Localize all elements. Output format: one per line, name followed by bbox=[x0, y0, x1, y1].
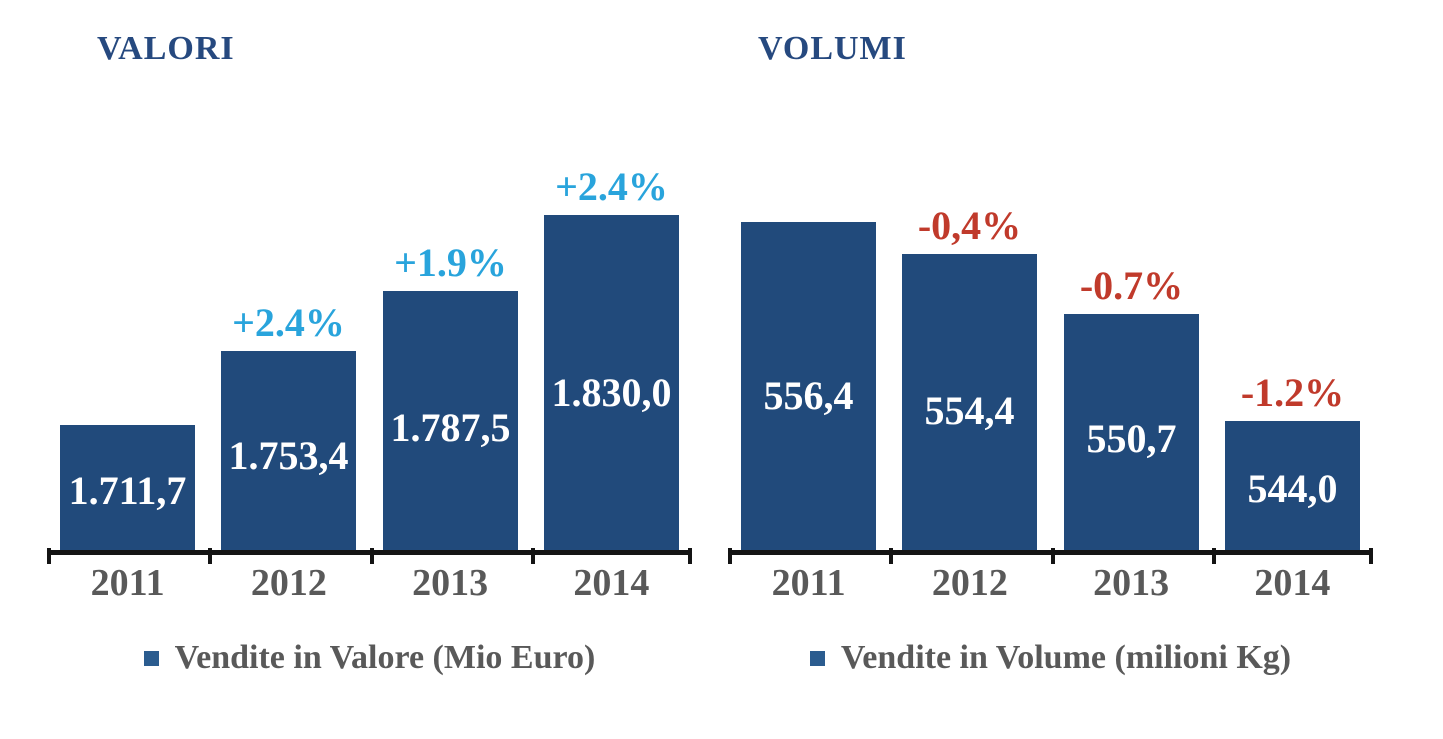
x-axis-label-2012: 2012 bbox=[931, 562, 1008, 604]
bar-2014: 1.830,0 bbox=[544, 215, 679, 550]
bar-2013: 550,7 bbox=[1064, 314, 1199, 550]
bar-value-label: 554,4 bbox=[924, 388, 1015, 433]
bar-value-label: 544,0 bbox=[1247, 466, 1338, 511]
axis-tick bbox=[889, 548, 893, 564]
axis-tick bbox=[1051, 548, 1055, 564]
bar-value-label: 1.753,4 bbox=[228, 433, 349, 478]
plot-area-volumi: 556,4 554,4 -0,4% 550,7 -0.7% 544,0 -1.2% bbox=[728, 180, 1373, 564]
bar-2011: 556,4 bbox=[741, 222, 876, 550]
axis-tick bbox=[47, 548, 51, 564]
pct-change-label: +1.9% bbox=[394, 240, 507, 285]
legend-label: Vendite in Volume (milioni Kg) bbox=[840, 639, 1292, 676]
x-axis-label-2014: 2014 bbox=[573, 562, 650, 604]
bar-2014: 544,0 bbox=[1225, 421, 1360, 550]
bar-value-label: 550,7 bbox=[1086, 416, 1177, 461]
x-axis-label-2011: 2011 bbox=[90, 562, 165, 604]
chart-panel-volumi: VOLUMI 556,4 554,4 -0,4% 550,7 -0.7% 544,0 -1.… bbox=[728, 0, 1373, 739]
x-axis-label-2014: 2014 bbox=[1254, 562, 1331, 604]
x-axis-label-2013: 2013 bbox=[412, 562, 489, 604]
pct-change-label: +2.4% bbox=[232, 300, 345, 345]
axis-tick bbox=[728, 548, 732, 564]
pct-change-label: -0.7% bbox=[1079, 263, 1184, 308]
legend-swatch-icon bbox=[143, 650, 159, 666]
axis-tick bbox=[688, 548, 692, 564]
legend-swatch-icon bbox=[809, 650, 825, 666]
axis-tick bbox=[1369, 548, 1373, 564]
bar-value-label: 1.830,0 bbox=[551, 370, 672, 415]
plot-area-valori: 1.711,7 1.753,4 +2.4% 1.787,5 +1.9% 1.830,0 +2… bbox=[47, 167, 692, 564]
pct-change-label: +2.4% bbox=[555, 164, 668, 209]
axis-tick bbox=[370, 548, 374, 564]
bar-value-label: 1.711,7 bbox=[68, 468, 187, 513]
bar-2011: 1.711,7 bbox=[60, 425, 195, 550]
x-axis-labels-volumi: 2011 2012 2013 2014 bbox=[728, 562, 1373, 605]
x-axis-label-2012: 2012 bbox=[250, 562, 327, 604]
legend-volumi: Vendite in Volume (milioni Kg) bbox=[728, 638, 1373, 679]
axis-tick bbox=[1212, 548, 1216, 564]
legend-valori: Vendite in Valore (Mio Euro) bbox=[47, 638, 692, 679]
axis-tick bbox=[208, 548, 212, 564]
legend-label: Vendite in Valore (Mio Euro) bbox=[174, 639, 596, 676]
bar-value-label: 1.787,5 bbox=[390, 405, 511, 450]
bar-2013: 1.787,5 bbox=[383, 291, 518, 550]
x-axis-label-2011: 2011 bbox=[771, 562, 846, 604]
bar-2012: 554,4 bbox=[902, 254, 1037, 550]
bar-value-label: 556,4 bbox=[763, 373, 854, 418]
x-axis-labels-valori: 2011 2012 2013 2014 bbox=[47, 562, 692, 605]
x-axis-label-2013: 2013 bbox=[1093, 562, 1170, 604]
chart-title-volumi: VOLUMI bbox=[758, 30, 907, 67]
pct-change-label: -0,4% bbox=[917, 203, 1022, 248]
axis-tick bbox=[531, 548, 535, 564]
chart-title-valori: VALORI bbox=[97, 30, 235, 67]
bar-2012: 1.753,4 bbox=[221, 351, 356, 550]
pct-change-label: -1.2% bbox=[1240, 370, 1345, 415]
chart-panel-valori: VALORI 1.711,7 1.753,4 +2.4% 1.787,5 +1.9% 1.… bbox=[47, 0, 692, 739]
